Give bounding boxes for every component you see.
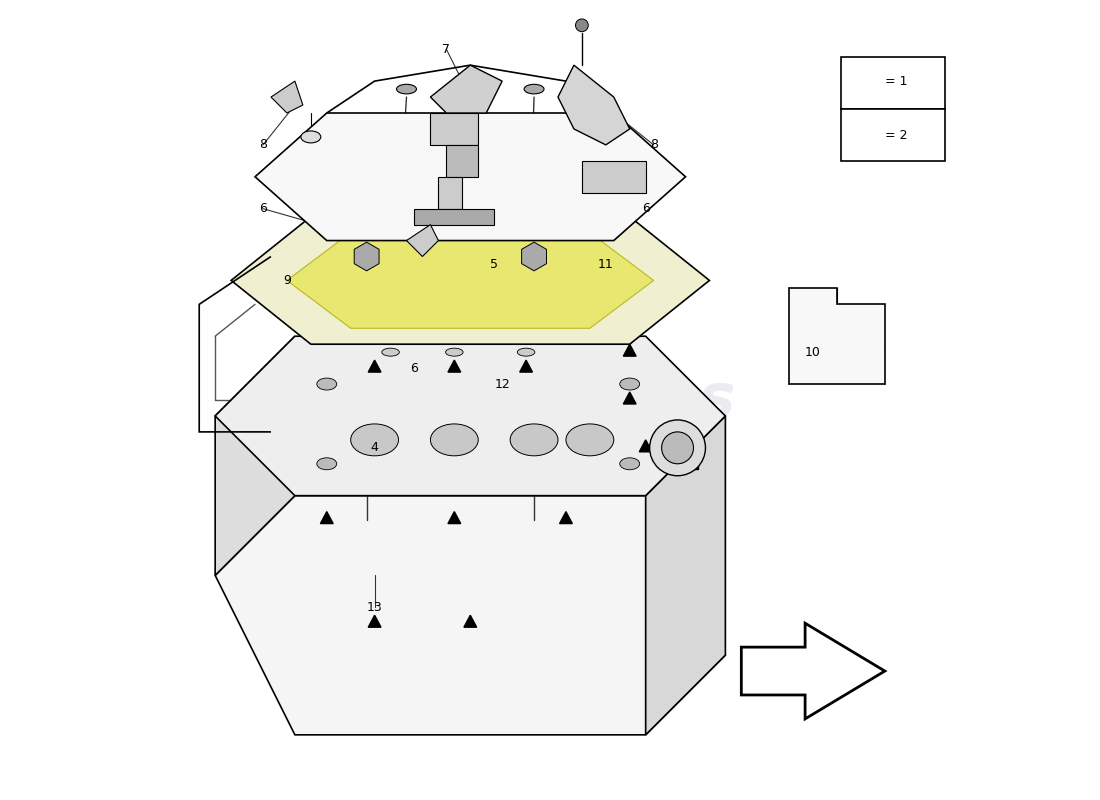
Ellipse shape [619, 458, 640, 470]
Bar [439, 177, 462, 209]
Circle shape [650, 420, 705, 476]
Text: 6: 6 [260, 202, 267, 215]
Polygon shape [624, 392, 636, 404]
Polygon shape [448, 512, 461, 523]
Text: 8: 8 [650, 138, 658, 151]
Text: 9: 9 [283, 274, 290, 287]
Bar [415, 209, 494, 225]
Text: 7: 7 [442, 42, 450, 56]
Polygon shape [320, 512, 333, 523]
Polygon shape [231, 217, 710, 344]
Text: 6: 6 [410, 362, 418, 374]
Ellipse shape [382, 348, 399, 356]
Polygon shape [624, 344, 636, 356]
Ellipse shape [565, 424, 614, 456]
Text: 11: 11 [598, 258, 614, 271]
Polygon shape [216, 496, 725, 735]
Polygon shape [858, 73, 871, 85]
Text: 6: 6 [641, 202, 650, 215]
FancyBboxPatch shape [842, 57, 945, 109]
Polygon shape [639, 440, 652, 452]
Polygon shape [216, 336, 725, 496]
Polygon shape [464, 615, 476, 627]
Polygon shape [255, 113, 685, 241]
Text: 13: 13 [366, 601, 383, 614]
Bar [430, 113, 478, 145]
Bar [689, 459, 698, 469]
Ellipse shape [619, 378, 640, 390]
Text: 4: 4 [371, 442, 378, 454]
Circle shape [661, 432, 693, 464]
Polygon shape [407, 225, 439, 257]
Text: 10: 10 [805, 346, 821, 358]
Text: 12: 12 [494, 378, 510, 390]
Text: 5: 5 [491, 258, 498, 271]
Polygon shape [368, 360, 381, 372]
FancyBboxPatch shape [842, 109, 945, 161]
Polygon shape [287, 233, 653, 328]
Polygon shape [448, 360, 461, 372]
Text: 8: 8 [258, 138, 267, 151]
Bar [447, 145, 478, 177]
Ellipse shape [510, 424, 558, 456]
Text: = 2: = 2 [884, 129, 908, 142]
Polygon shape [519, 360, 532, 372]
Text: europar es: europar es [364, 370, 736, 430]
Ellipse shape [524, 84, 544, 94]
Polygon shape [216, 336, 295, 575]
Ellipse shape [396, 84, 417, 94]
Polygon shape [646, 416, 725, 735]
Bar [490, 260, 499, 270]
Ellipse shape [446, 348, 463, 356]
Polygon shape [741, 623, 884, 719]
Polygon shape [430, 65, 503, 113]
Ellipse shape [517, 348, 535, 356]
Polygon shape [560, 512, 572, 523]
Ellipse shape [301, 131, 321, 143]
Polygon shape [271, 81, 303, 113]
Polygon shape [558, 65, 629, 145]
Ellipse shape [460, 84, 481, 94]
Ellipse shape [351, 424, 398, 456]
Polygon shape [368, 615, 381, 627]
Ellipse shape [430, 424, 478, 456]
Bar [582, 161, 646, 193]
Bar [860, 130, 870, 140]
Text: a passion for parts since 1985: a passion for parts since 1985 [382, 470, 718, 490]
Circle shape [575, 19, 589, 32]
Polygon shape [789, 288, 884, 384]
Ellipse shape [317, 378, 337, 390]
Ellipse shape [317, 458, 337, 470]
Text: = 1: = 1 [884, 74, 908, 88]
